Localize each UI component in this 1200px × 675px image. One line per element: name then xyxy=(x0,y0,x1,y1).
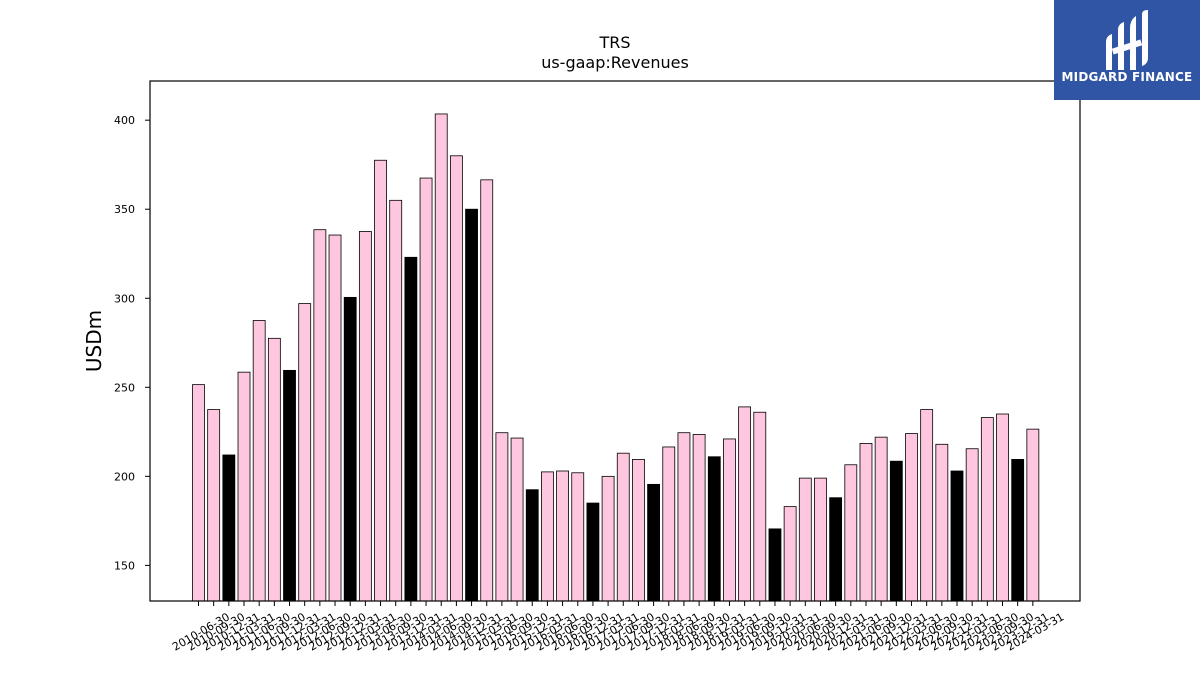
bar-2013-06-30 xyxy=(374,159,387,602)
y-tick-label: 350 xyxy=(114,203,135,216)
bar-2014-06-30 xyxy=(434,113,448,602)
bar-2017-09-30 xyxy=(632,459,645,602)
bar-2017-12-31 xyxy=(647,483,660,602)
bar-2020-12-31 xyxy=(829,497,843,602)
midgard-logo-icon xyxy=(1106,10,1148,70)
bar-2015-09-30 xyxy=(510,437,524,602)
bar-2020-06-30 xyxy=(798,477,812,602)
bars-group xyxy=(192,113,1040,602)
bar-2023-12-31 xyxy=(1011,459,1025,602)
bar-2018-12-31 xyxy=(707,456,721,602)
bar-2020-03-31 xyxy=(783,506,797,602)
bar-2016-06-30 xyxy=(556,470,569,602)
bar-2021-06-30 xyxy=(859,442,873,602)
bar-2011-09-30 xyxy=(267,337,281,602)
y-tick-label: 250 xyxy=(114,381,135,394)
bar-2015-06-30 xyxy=(495,432,509,602)
bar-2014-12-31 xyxy=(465,208,478,602)
bar-2014-03-31 xyxy=(419,177,433,602)
bar-2013-12-31 xyxy=(404,256,418,602)
y-axis-ticks: 150 200 250 300 350 400 xyxy=(114,114,150,572)
bar-2011-12-31 xyxy=(283,369,296,602)
bar-2022-06-30 xyxy=(920,409,934,602)
bar-2015-12-31 xyxy=(525,489,539,602)
bar-2018-03-31 xyxy=(662,446,676,602)
bar-2016-03-31 xyxy=(541,471,554,602)
y-tick-label: 300 xyxy=(114,292,135,305)
bar-2023-03-31 xyxy=(965,448,979,602)
bar-2022-09-30 xyxy=(935,443,949,602)
chart-title: TRS xyxy=(598,33,630,52)
bar-2021-12-31 xyxy=(889,460,903,602)
bar-2016-12-31 xyxy=(586,502,600,602)
bar-2015-03-31 xyxy=(480,179,494,602)
bar-2014-09-30 xyxy=(449,155,463,602)
bar-2024-03-31 xyxy=(1026,428,1040,602)
bar-2021-09-30 xyxy=(874,436,888,602)
bar-2018-09-30 xyxy=(692,434,706,602)
bar-2010-06-30 xyxy=(192,384,205,602)
bar-2021-03-31 xyxy=(844,464,858,602)
bar-2016-09-30 xyxy=(571,472,585,602)
bar-2019-03-31 xyxy=(723,438,736,602)
chart-subtitle: us-gaap:Revenues xyxy=(541,53,689,72)
bar-2017-06-30 xyxy=(616,452,630,602)
plot-frame xyxy=(149,80,1081,602)
bar-2011-03-31 xyxy=(237,371,251,602)
y-tick-label: 200 xyxy=(114,470,135,483)
bar-2018-06-30 xyxy=(677,432,691,602)
bar-2020-09-30 xyxy=(814,477,827,602)
bar-2012-09-30 xyxy=(328,234,342,602)
bar-2010-12-31 xyxy=(222,454,236,602)
bar-2019-12-31 xyxy=(768,528,782,602)
bar-2022-12-31 xyxy=(950,470,964,602)
y-axis-label: USDm xyxy=(82,310,106,372)
bar-2012-12-31 xyxy=(343,296,357,602)
logo-text: MIDGARD FINANCE xyxy=(1061,70,1193,84)
bar-2019-06-30 xyxy=(738,406,752,602)
y-tick-label: 150 xyxy=(114,559,135,572)
midgard-finance-logo: MIDGARD FINANCE xyxy=(1054,0,1200,100)
bar-2022-03-31 xyxy=(905,433,918,602)
bar-2012-03-31 xyxy=(298,303,312,602)
bar-2023-06-30 xyxy=(980,417,994,602)
bar-2013-03-31 xyxy=(358,231,372,602)
bar-2010-09-30 xyxy=(207,409,221,602)
bar-2011-06-30 xyxy=(252,320,266,602)
bar-2023-09-30 xyxy=(996,413,1009,602)
bar-2013-09-30 xyxy=(389,199,403,602)
y-tick-label: 400 xyxy=(114,114,135,127)
bar-2012-06-30 xyxy=(313,229,327,602)
bar-2019-09-30 xyxy=(753,411,767,602)
bar-2017-03-31 xyxy=(601,475,615,602)
x-axis-ticks: 2010-06-302010-09-302010-12-312011-03-31… xyxy=(170,601,1066,654)
